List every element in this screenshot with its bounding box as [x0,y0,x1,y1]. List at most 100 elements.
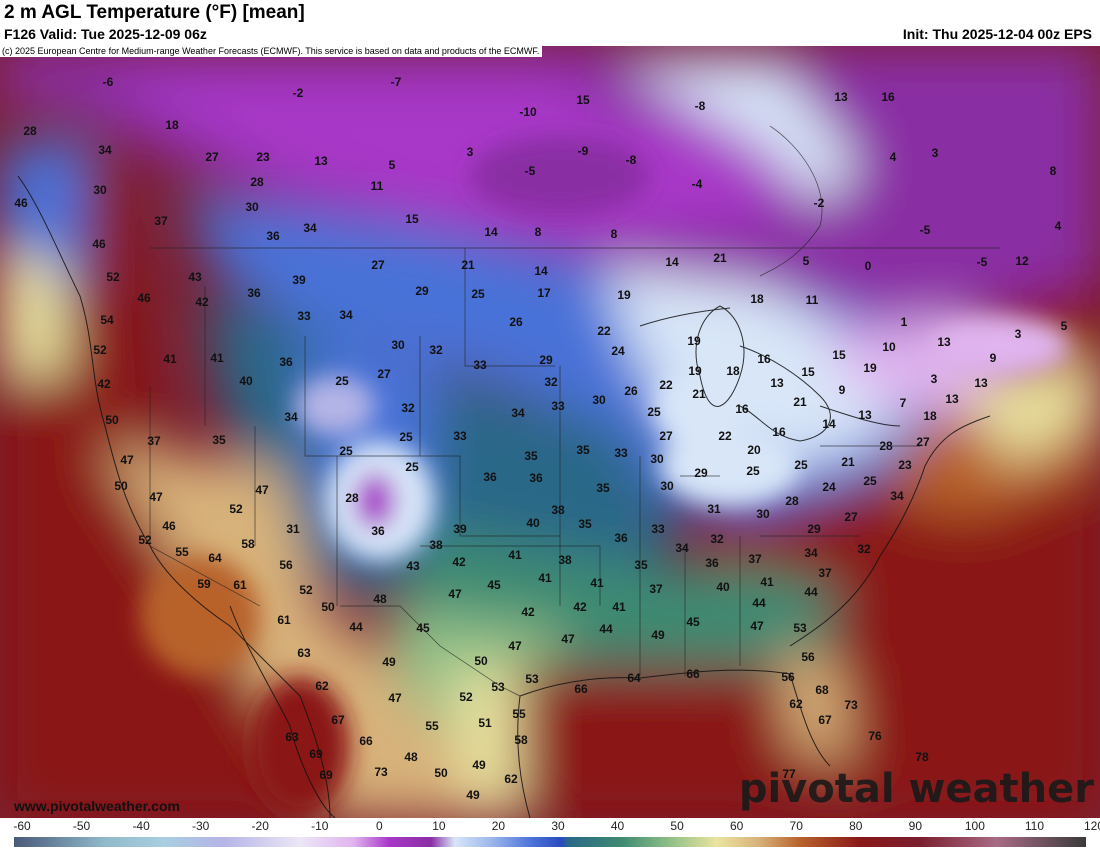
temperature-label: 73 [844,698,858,712]
temperature-label: 8 [534,225,542,239]
temperature-label: 32 [401,401,415,415]
temperature-label: -5 [919,223,931,237]
temperature-label: 47 [561,632,575,646]
temperature-label: 27 [659,429,673,443]
temperature-label: 21 [713,251,727,265]
temperature-label: 61 [233,578,247,592]
temperature-label: 40 [526,516,540,530]
temperature-label: 13 [945,392,959,406]
color-scale-tick: 120 [1083,819,1100,833]
temperature-label: 46 [137,291,151,305]
temperature-label: 19 [863,361,877,375]
temperature-label: 50 [114,479,128,493]
temperature-label: 66 [574,682,588,696]
temperature-label: 32 [544,375,558,389]
temperature-label: 41 [210,351,224,365]
temperature-label: 44 [752,596,766,610]
temperature-label: 49 [472,758,486,772]
color-scale-tick: 110 [1024,819,1045,833]
temperature-label: 30 [592,393,606,407]
temperature-label: 78 [915,750,929,764]
temperature-label: 14 [665,255,679,269]
temperature-label: 64 [627,671,641,685]
temperature-label: 63 [297,646,311,660]
temperature-label: 41 [538,571,552,585]
temperature-label: 13 [937,335,951,349]
temperature-label: 11 [370,179,384,193]
temperature-label: 56 [801,650,815,664]
temperature-label: 21 [841,455,855,469]
temperature-label: 39 [453,522,467,536]
temperature-label: 34 [284,410,298,424]
temperature-label: 47 [388,691,402,705]
temperature-label: 33 [453,429,467,443]
temperature-label: 50 [105,413,119,427]
temperature-label: 36 [705,556,719,570]
temperature-label: 53 [525,672,539,686]
temperature-label: 53 [491,680,505,694]
temperature-label: 50 [434,766,448,780]
temperature-label: 18 [923,409,937,423]
temperature-label: -2 [292,86,304,100]
temperature-label: 39 [292,273,306,287]
temperature-label: 21 [692,387,706,401]
color-scale-tick: -40 [132,819,150,833]
temperature-map[interactable]: -6 -2 -7 15 -8 16 13 28 18 -10 34 27 23 13 3 -9 -8 4 3 5 -5 8… [0,46,1100,818]
temperature-label: -5 [976,255,988,269]
temperature-label: 28 [345,491,359,505]
temperature-label: 18 [165,118,179,132]
temperature-label: 35 [576,443,590,457]
color-scale-tick: -10 [311,819,329,833]
temperature-label: 38 [429,538,443,552]
temperature-label: 58 [514,733,528,747]
temperature-label: 30 [245,200,259,214]
temperature-label: 19 [687,334,701,348]
temperature-label: 59 [197,577,211,591]
temperature-label: 10 [882,340,896,354]
temperature-label: 42 [521,605,535,619]
temperature-label: 30 [93,183,107,197]
color-scale-tick: 80 [849,819,863,833]
temperature-label: 47 [255,483,269,497]
temperature-label: 34 [98,143,112,157]
temperature-label: 36 [247,286,261,300]
temperature-label: 34 [339,308,353,322]
temperature-label: 47 [149,490,163,504]
temperature-label: 30 [756,507,770,521]
temperature-label: 47 [448,587,462,601]
temperature-label: 3 [930,372,938,386]
temperature-label: 49 [466,788,480,802]
temperature-label: 55 [425,719,439,733]
temperature-label: 56 [279,558,293,572]
temperature-label: 22 [718,429,732,443]
temperature-label: 66 [359,734,373,748]
temperature-label: 27 [844,510,858,524]
color-scale-tick: 20 [491,819,506,833]
temperature-label: 47 [750,619,764,633]
temperature-label: 68 [815,683,829,697]
temperature-label: 16 [735,402,749,416]
site-url[interactable]: www.pivotalweather.com [14,798,180,814]
temperature-label: 8 [610,227,618,241]
temperature-label: -4 [691,177,703,191]
temperature-label: 33 [473,358,487,372]
temperature-label: -6 [102,75,114,89]
temperature-label: 33 [614,446,628,460]
temperature-label: 29 [694,466,708,480]
temperature-label: 30 [391,338,405,352]
temperature-label: 25 [746,464,760,478]
temperature-label: 14 [534,264,548,278]
temperature-label: 38 [558,553,572,567]
temperature-label: 41 [612,600,626,614]
temperature-label: -9 [577,144,589,158]
temperature-label: 47 [508,639,522,653]
temperature-label: 4 [1054,219,1062,233]
temperature-label: 45 [686,615,700,629]
temperature-label: 47 [120,453,134,467]
temperature-label: 27 [916,435,930,449]
temperature-label: 34 [675,541,689,555]
temperature-label: 36 [614,531,628,545]
temperature-label: 48 [373,592,387,606]
color-scale-tick: -50 [72,819,91,833]
temperature-label: 19 [688,364,702,378]
